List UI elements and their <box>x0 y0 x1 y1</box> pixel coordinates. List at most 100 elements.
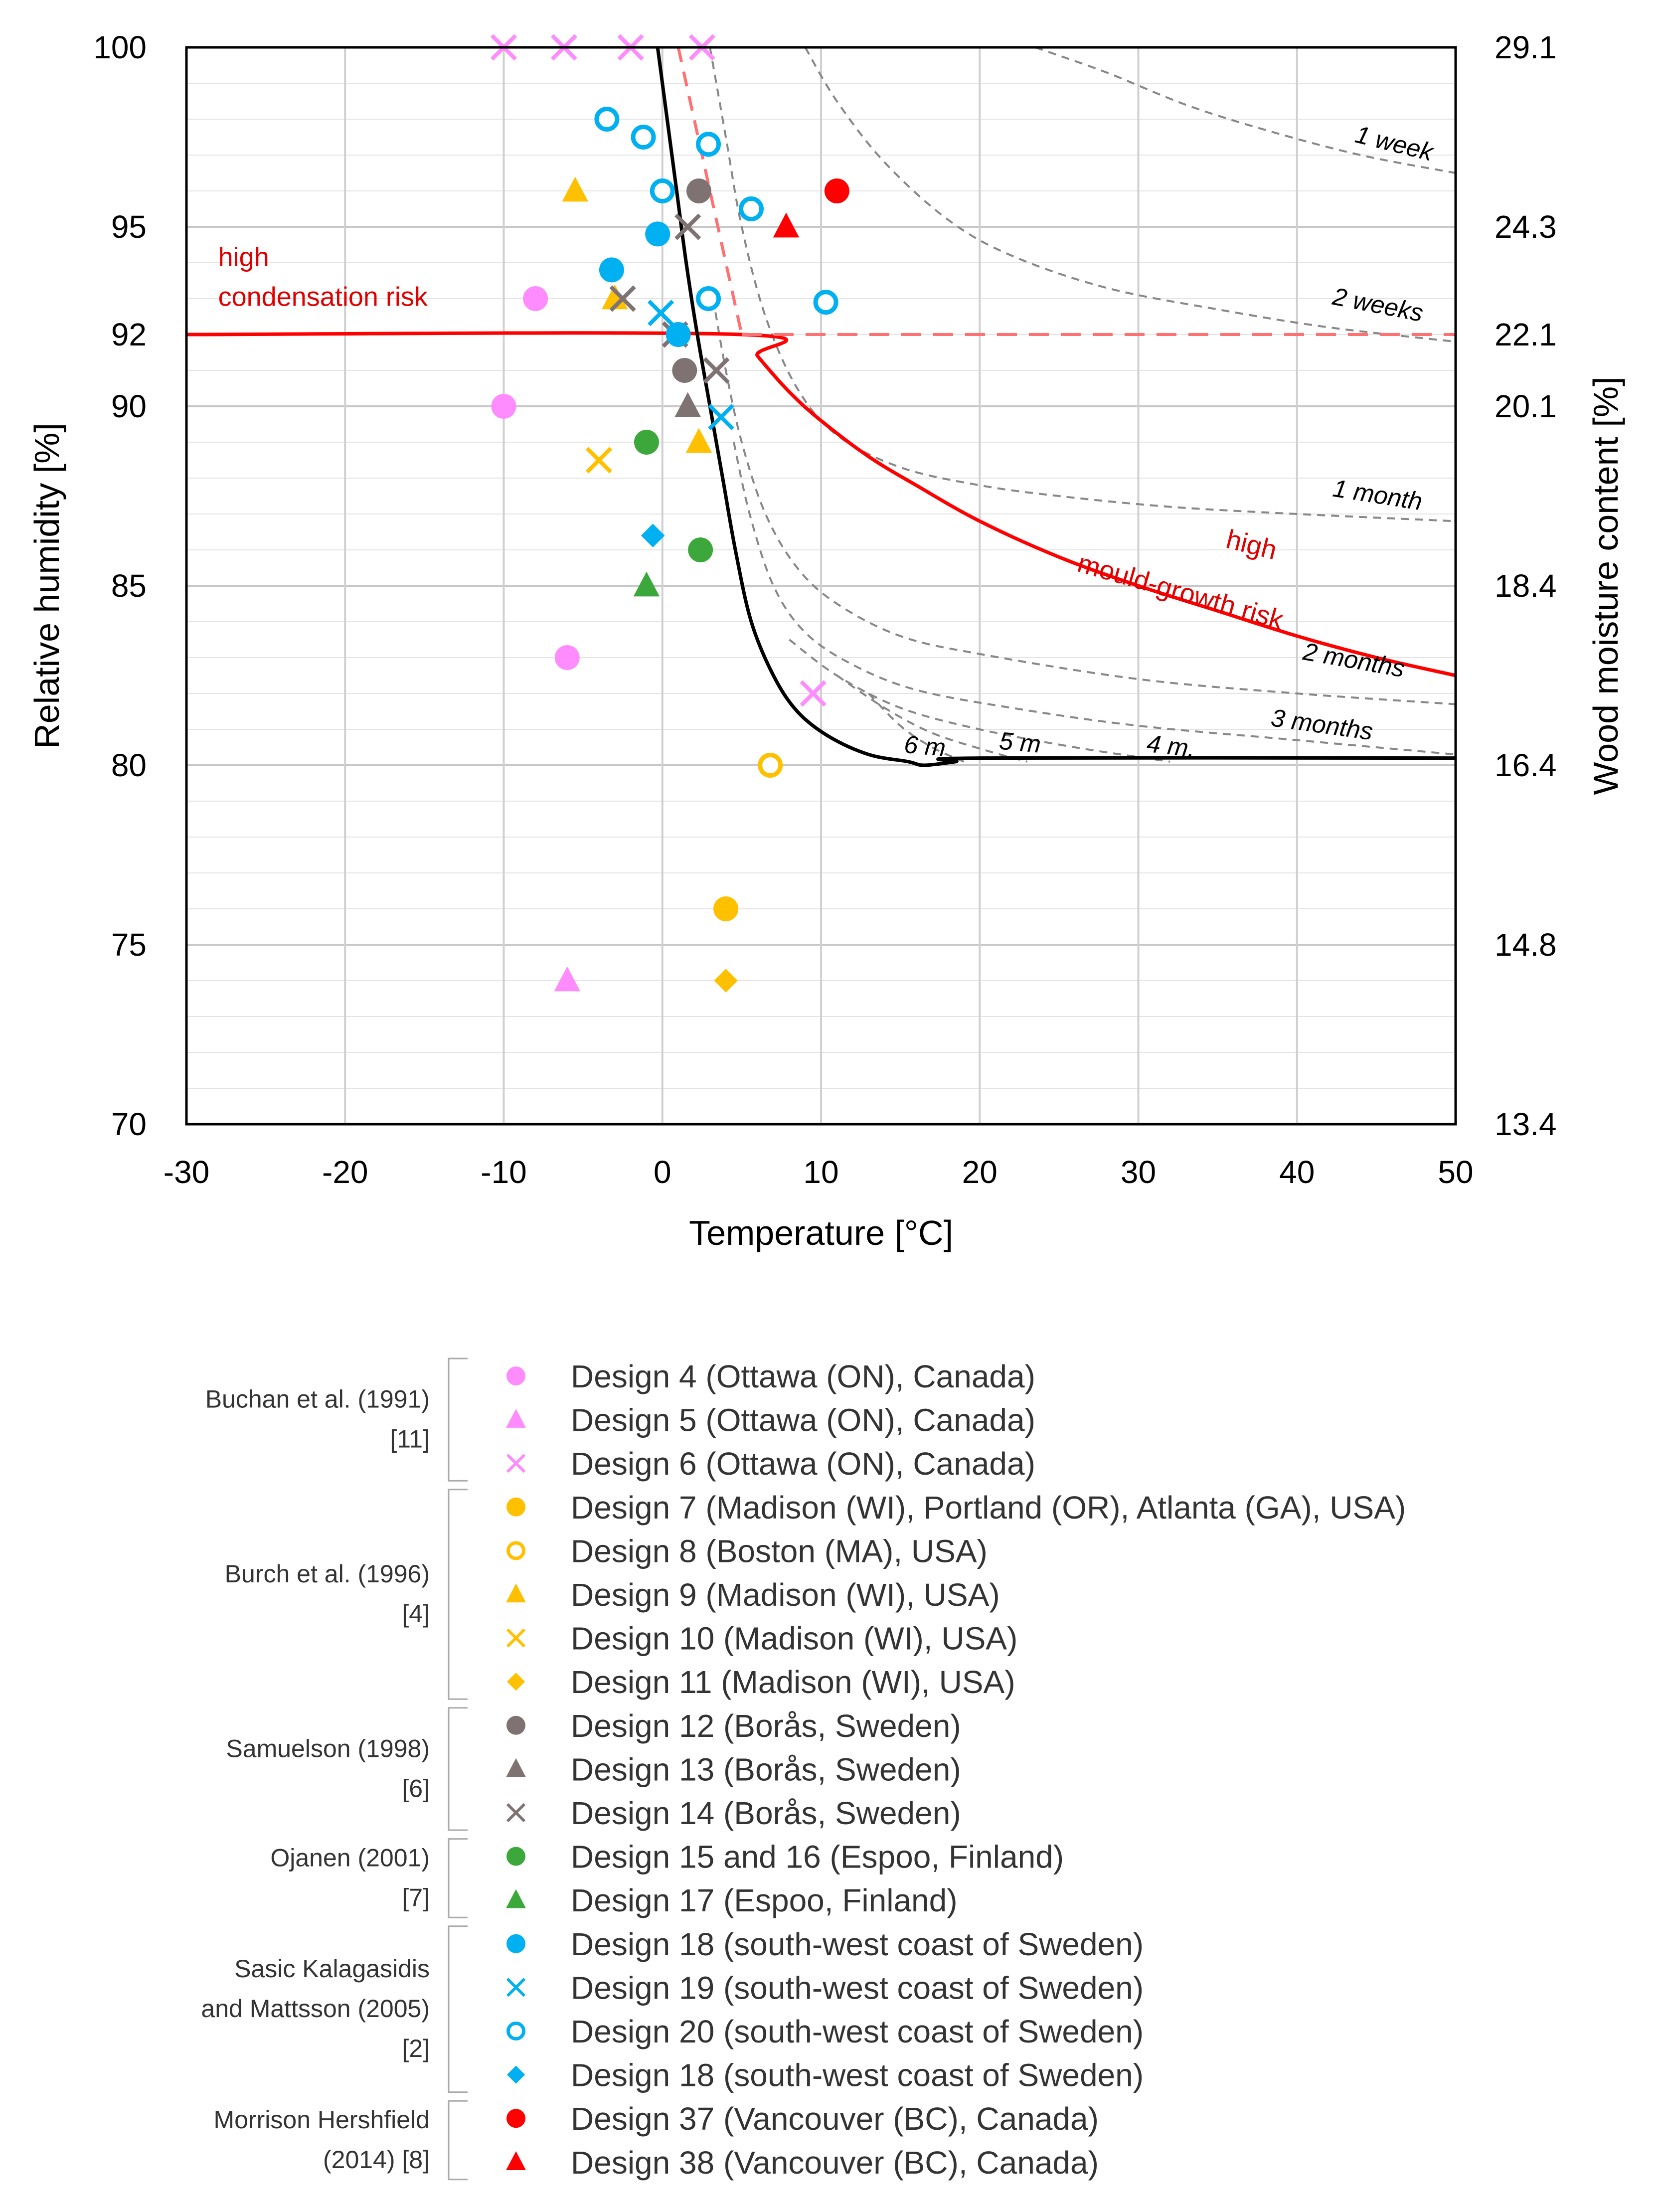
marker-triangle <box>773 212 800 238</box>
isoline-label: 1 week <box>1352 120 1437 167</box>
marker-x-stroke <box>506 1803 526 1823</box>
condensation-risk-label: condensation risk <box>218 282 428 312</box>
curves <box>186 46 1456 767</box>
y-tick-label: 85 <box>111 568 147 604</box>
x-tick-label: 20 <box>962 1154 998 1190</box>
marker-circle <box>634 430 659 455</box>
marker-circle <box>554 645 580 670</box>
legend-item-label: Design 38 (Vancouver (BC), Canada) <box>571 2145 1099 2181</box>
marker-circle <box>688 537 713 562</box>
marker-triangle <box>562 176 588 202</box>
marker-x-stroke <box>506 1454 526 1473</box>
marker-x <box>647 300 674 327</box>
marker-triangle <box>506 1889 526 1908</box>
legend-item-label: Design 4 (Ottawa (ON), Canada) <box>571 1359 1035 1394</box>
marker-circle <box>491 394 516 419</box>
marker-x <box>707 404 735 431</box>
isoline-3-months <box>733 442 1456 756</box>
marker-x <box>506 1978 526 1997</box>
legend-item-label: Design 5 (Ottawa (ON), Canada) <box>571 1402 1035 1438</box>
marker-x-stroke <box>506 1978 526 1997</box>
legend-item-label: Design 6 (Ottawa (ON), Canada) <box>571 1446 1035 1482</box>
y2-tick-label: 18.4 <box>1495 568 1557 604</box>
legend-bracket <box>448 1707 468 1831</box>
x-axis-title: Temperature [°C] <box>689 1213 953 1252</box>
marker-circle <box>645 221 670 247</box>
isoline-6-m <box>868 692 965 763</box>
isoline-4-m- <box>789 639 1170 763</box>
marker-circle <box>506 1366 525 1385</box>
y-tick-label: 70 <box>111 1106 147 1142</box>
marker-circle <box>506 2109 525 2128</box>
marker-x-stroke <box>707 404 735 431</box>
y-tick-label: 90 <box>111 388 147 424</box>
legend-source-label: Buchan et al. (1991) <box>205 1385 430 1413</box>
marker-open-circle <box>696 286 721 311</box>
y2-tick-label: 22.1 <box>1495 317 1557 352</box>
marker-circle <box>523 286 548 311</box>
marker-x-stroke <box>674 213 701 240</box>
legend-source-label: Sasic Kalagasidis <box>234 1955 430 1983</box>
y-tick-label: 75 <box>111 927 147 963</box>
marker-x <box>506 1454 526 1473</box>
y2-tick-label: 13.4 <box>1495 1106 1557 1142</box>
marker-x-stroke <box>506 1628 526 1648</box>
marker-open-circle <box>758 753 783 778</box>
legend-bracket <box>448 1838 468 1918</box>
marker-x <box>506 1803 526 1823</box>
marker-x <box>703 357 730 384</box>
isoline-label: 6 m <box>903 730 947 762</box>
legend-bracket <box>448 2100 468 2181</box>
marker-x <box>585 447 613 474</box>
marker-open-circle <box>594 107 620 132</box>
y2-tick-label: 20.1 <box>1495 388 1557 424</box>
marker-x <box>674 213 701 240</box>
marker-open-circle <box>738 196 764 221</box>
legend-source-label: Burch et al. (1996) <box>225 1560 430 1588</box>
marker-open-circle <box>650 178 675 203</box>
isoline-1-month <box>709 47 1456 522</box>
marker-circle <box>686 178 711 203</box>
isoline-2-weeks <box>804 46 1456 343</box>
marker-open-circle <box>696 132 721 157</box>
marker-triangle <box>506 2151 526 2171</box>
isoline-1-week <box>1034 46 1456 174</box>
condensation-risk-label: high <box>218 242 269 272</box>
marker-x-stroke <box>609 285 636 312</box>
y2-tick-label: 14.8 <box>1495 927 1557 963</box>
marker-circle <box>506 1934 525 1953</box>
isoline-label: 2 weeks <box>1330 282 1426 327</box>
marker-circle <box>506 1847 525 1866</box>
marker-x-stroke <box>585 447 613 474</box>
legend-bracket <box>448 1489 468 1700</box>
marker-triangle <box>633 571 660 597</box>
axes: -30 -20 -10 0 10 20 30 40 50 70 75 80 85 90 92 95 100 13.… <box>27 29 1625 1252</box>
marker-open-circle <box>631 125 656 150</box>
legend-item-label: Design 20 (south-west coast of Sweden) <box>571 2014 1144 2049</box>
x-tick-label: -10 <box>481 1154 527 1190</box>
condensation-boundary-curve <box>656 47 1456 767</box>
legend: Buchan et al. (1991) [11] Design 4 (Ottawa… <box>201 1358 1406 2181</box>
y-tick-label: 95 <box>111 209 147 245</box>
y2-tick-label: 16.4 <box>1495 747 1557 783</box>
x-tick-label: 40 <box>1279 1154 1315 1190</box>
x-tick-label: -20 <box>322 1154 368 1190</box>
isoline-2-months <box>712 298 1456 705</box>
marker-circle <box>506 1715 525 1735</box>
isoline-5-m <box>836 675 1028 763</box>
grid <box>186 47 1456 1124</box>
marker-x <box>609 285 636 312</box>
plot-frame <box>185 46 1457 1126</box>
y2-tick-label: 29.1 <box>1495 29 1557 65</box>
y-axis-title: Relative humidity [%] <box>27 423 66 749</box>
isoline-label: 4 m. <box>1146 729 1197 763</box>
legend-item-label: Design 19 (south-west coast of Sweden) <box>571 1970 1144 2006</box>
legend-item-label: Design 11 (Madison (WI), USA) <box>571 1664 1015 1700</box>
marker-x-stroke <box>647 300 674 327</box>
legend-source-label: [7] <box>402 1883 430 1911</box>
data-points <box>490 34 849 993</box>
legend-source-label: [11] <box>390 1425 430 1453</box>
legend-item-label: Design 8 (Boston (MA), USA) <box>571 1533 988 1569</box>
